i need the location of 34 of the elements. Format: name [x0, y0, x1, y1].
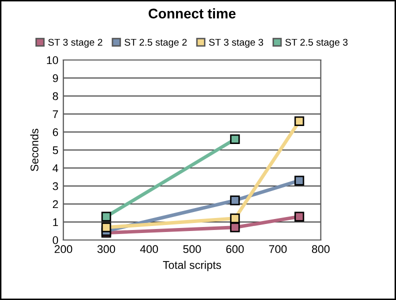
x-tick-label: 700 — [269, 245, 287, 254]
x-tick-label: 400 — [140, 245, 158, 254]
y-tick-label: 0 — [52, 236, 58, 244]
y-tick-label: 10 — [46, 56, 58, 64]
x-tick-label: 500 — [183, 245, 201, 254]
y-tick-label: 4 — [52, 164, 58, 172]
y-tick-label: 7 — [52, 110, 58, 118]
point — [230, 222, 240, 232]
legend-label: ST 2.5 stage 3 — [285, 38, 348, 48]
point — [230, 214, 240, 224]
point — [230, 134, 240, 144]
x-tick-label: 600 — [226, 245, 244, 254]
point — [294, 176, 304, 186]
legend-label: ST 3 stage 3 — [209, 38, 264, 48]
y-tick-label: 9 — [52, 74, 58, 82]
point — [230, 196, 240, 206]
y-tick-label: 6 — [52, 128, 58, 136]
point — [101, 222, 112, 232]
legend-label: ST 2.5 stage 2 — [124, 38, 187, 48]
y-tick-label: 2 — [52, 200, 58, 208]
x-tick-label: 800 — [312, 245, 330, 254]
point — [101, 212, 112, 222]
chart-title: Connect time — [148, 8, 236, 18]
point — [294, 116, 304, 126]
y-axis-title: Seconds — [30, 128, 38, 172]
point — [294, 212, 304, 222]
x-tick-label: 300 — [97, 245, 116, 254]
y-tick-label: 1 — [53, 218, 58, 226]
y-tick-label: 8 — [52, 92, 58, 100]
y-tick-label: 3 — [52, 182, 58, 190]
legend-label: ST 3 stage 2 — [48, 38, 102, 48]
y-tick-label: 5 — [52, 146, 58, 154]
x-axis-title: Total scripts — [162, 260, 221, 272]
x-tick-label: 200 — [54, 245, 72, 254]
